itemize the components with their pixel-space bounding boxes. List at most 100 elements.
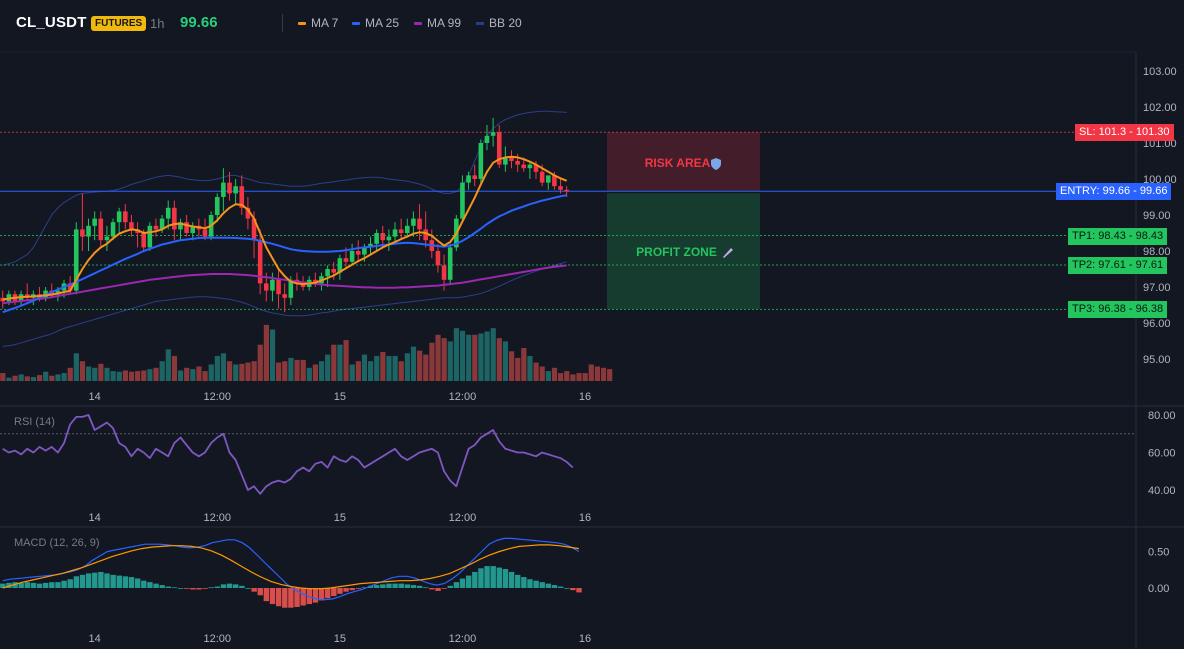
timeframe-label[interactable]: 1h: [150, 16, 165, 31]
tp1-tag-text: TP1: 98.43: [1072, 230, 1126, 242]
candle: [503, 157, 508, 165]
candle: [257, 240, 263, 284]
macd-histogram-bar: [190, 588, 196, 590]
price-axis-label: 98.00: [1143, 246, 1171, 258]
volume-bar: [288, 357, 294, 381]
volume-bar: [227, 361, 233, 381]
volume-bar: [153, 367, 159, 381]
candle: [227, 182, 232, 194]
macd-histogram-bar: [55, 582, 61, 588]
candle: [325, 269, 330, 277]
volume-bar: [392, 355, 398, 381]
macd-histogram-bar: [73, 576, 80, 588]
legend-ma7[interactable]: MA 7: [298, 16, 338, 30]
volume-bar: [233, 364, 239, 381]
macd-histogram-bar: [533, 580, 539, 588]
volume-bar: [12, 375, 18, 381]
candle: [165, 207, 171, 219]
candle: [141, 233, 146, 248]
volume-bar: [73, 353, 79, 381]
macd-histogram-bar: [564, 588, 570, 589]
ma7-line: [2, 155, 568, 301]
volume-bar: [269, 329, 276, 381]
candle: [564, 189, 569, 192]
legend-ma99-label: MA 99: [427, 16, 462, 30]
volume-bar: [55, 374, 61, 381]
candle: [545, 175, 551, 183]
candle: [184, 222, 189, 233]
volume-bar: [490, 328, 496, 381]
sl-axis-value: 101.30: [1135, 126, 1170, 138]
candle: [460, 182, 465, 219]
macd-histogram-bar: [570, 588, 576, 591]
macd-histogram-bar: [104, 573, 110, 588]
symbol-name[interactable]: CL_USDT: [16, 14, 87, 31]
candle: [398, 229, 404, 233]
volume-bar: [539, 366, 545, 381]
volume-bar: [349, 364, 355, 381]
volume-bar: [368, 361, 374, 381]
time-axis-label: 12:00: [203, 512, 231, 524]
volume-bar: [300, 359, 306, 381]
volume-bar: [0, 373, 6, 381]
macd-pane-label: MACD (12, 26, 9): [14, 537, 100, 549]
volume-bar: [447, 341, 453, 381]
tp3-price-tag: TP3: 96.38 - 96.38: [1068, 301, 1168, 318]
volume-bar: [558, 373, 564, 381]
macd-histogram-bar: [374, 585, 380, 588]
candle: [80, 229, 85, 237]
legend-ma99[interactable]: MA 99: [414, 16, 461, 30]
legend-bb20[interactable]: BB 20: [476, 16, 522, 30]
volume-bar: [171, 355, 178, 381]
volume-bar: [374, 355, 380, 381]
macd-histogram-bar: [392, 583, 398, 588]
volume-bar: [343, 340, 349, 381]
macd-histogram-bar: [312, 588, 319, 603]
rsi-line: [2, 414, 574, 495]
volume-bar: [404, 353, 410, 381]
macd-histogram-bar: [214, 586, 221, 588]
candle: [98, 218, 104, 241]
macd-histogram-bar: [484, 566, 490, 588]
time-axis-label: 15: [334, 391, 346, 403]
legend-ma25-label: MA 25: [365, 16, 400, 30]
macd-histogram-bar: [245, 588, 251, 589]
candle: [337, 258, 343, 273]
volume-bar: [257, 344, 263, 381]
candle: [67, 283, 73, 291]
macd-histogram-bar: [251, 588, 257, 592]
volume-bar: [380, 351, 386, 381]
candle: [313, 279, 318, 284]
legend-bb20-label: BB 20: [489, 16, 522, 30]
candle: [159, 218, 165, 230]
macd-histogram-bar: [423, 587, 429, 589]
macd-histogram-bar: [257, 588, 263, 596]
header-divider: [282, 14, 283, 32]
volume-bar: [36, 375, 43, 381]
candle: [172, 207, 177, 230]
macd-histogram-bar: [30, 582, 37, 588]
time-axis-label: 12:00: [449, 633, 477, 645]
volume-bar: [355, 361, 361, 381]
volume-bar: [441, 338, 447, 381]
price-axis-label: 103.00: [1143, 66, 1177, 78]
volume-bar: [98, 363, 104, 381]
macd-histogram-bar: [349, 588, 355, 591]
volume-bar: [398, 361, 404, 381]
volume-bar: [6, 377, 12, 381]
rocket-icon: [723, 248, 733, 258]
candle: [233, 186, 238, 194]
volume-bar: [545, 371, 551, 381]
futures-badge: FUTURES: [91, 16, 147, 31]
volume-bar: [459, 330, 466, 381]
macd-histogram-bar: [275, 588, 282, 607]
time-axis-label: 15: [334, 512, 346, 524]
tp3-tag-text: TP3: 96.38: [1072, 303, 1126, 315]
signal-line: [2, 544, 579, 590]
legend-ma25[interactable]: MA 25: [352, 16, 399, 30]
candle: [380, 233, 386, 241]
candle: [190, 225, 196, 233]
macd-histogram-bar: [527, 579, 533, 588]
macd-histogram-bar: [165, 586, 172, 588]
